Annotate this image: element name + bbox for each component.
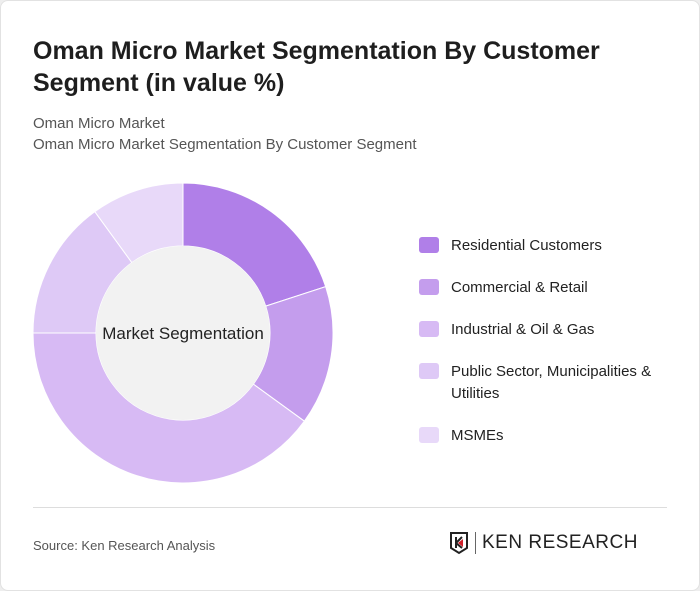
divider xyxy=(33,507,667,508)
legend-item: Industrial & Oil & Gas xyxy=(419,319,671,341)
legend-swatch xyxy=(419,279,439,295)
chart-title: Oman Micro Market Segmentation By Custom… xyxy=(33,37,600,97)
ken-logo-icon xyxy=(450,532,468,555)
legend-label: Residential Customers xyxy=(451,237,602,254)
legend-item: Residential Customers xyxy=(419,235,671,257)
legend-label: Commercial & Retail xyxy=(451,279,588,296)
legend-swatch xyxy=(419,363,439,379)
legend-swatch xyxy=(419,237,439,253)
legend-label: Public Sector, Municipalities & Utilitie… xyxy=(451,363,652,402)
center-label: Market Segmentation xyxy=(102,324,264,343)
subtitle-segmentation: Oman Micro Market Segmentation By Custom… xyxy=(33,136,417,153)
legend-swatch xyxy=(419,427,439,443)
subtitle-market: Oman Micro Market xyxy=(33,115,165,132)
ken-research-logo: KEN RESEARCH xyxy=(449,531,638,555)
donut-center xyxy=(96,246,270,420)
legend-label: Industrial & Oil & Gas xyxy=(451,321,595,338)
legend-item: MSMEs xyxy=(419,425,671,447)
legend-item: Public Sector, Municipalities & Utilitie… xyxy=(419,361,671,405)
legend-item: Commercial & Retail xyxy=(419,277,671,299)
legend: Residential Customers Commercial & Retail… xyxy=(419,235,671,467)
legend-swatch xyxy=(419,321,439,337)
logo-text: KEN RESEARCH xyxy=(475,532,638,554)
source-note: Source: Ken Research Analysis xyxy=(33,538,216,553)
legend-label: MSMEs xyxy=(451,427,504,444)
donut-chart: Market Segmentation xyxy=(32,182,334,484)
